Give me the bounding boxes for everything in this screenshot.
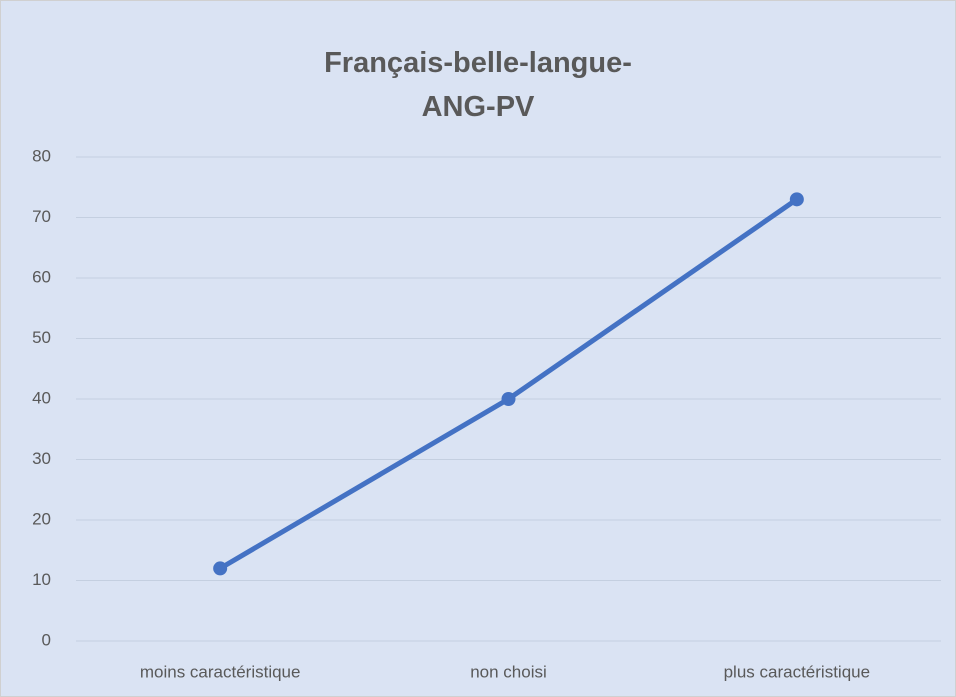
x-tick-label: non choisi [470,662,547,681]
chart-title: Français-belle-langue-ANG-PV [324,47,632,123]
y-tick-label: 10 [32,570,51,589]
y-tick-label: 0 [42,630,51,649]
y-tick-label: 70 [32,207,51,226]
y-tick-label: 80 [32,146,51,165]
x-tick-label: moins caractéristique [140,662,301,681]
y-tick-label: 50 [32,328,51,347]
line [217,196,800,571]
y-tick-label: 60 [32,267,51,286]
marker [501,392,516,406]
y-tick-label: 30 [32,449,51,468]
x-tick-label: plus caractéristique [724,662,870,681]
marker [789,192,804,207]
y-tick-label: 40 [32,388,51,407]
marker [213,561,228,576]
y-tick-label: 20 [32,509,51,528]
